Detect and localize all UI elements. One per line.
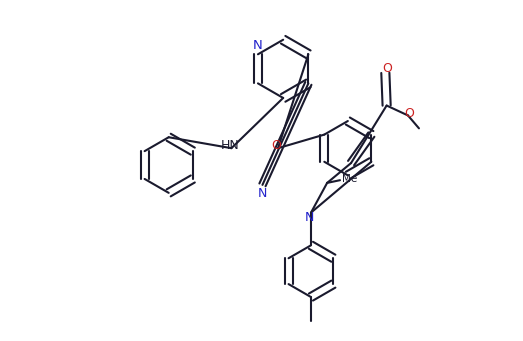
Text: N: N — [253, 39, 263, 52]
Text: N: N — [258, 187, 267, 200]
Text: HN: HN — [220, 139, 239, 152]
Text: O: O — [404, 107, 414, 120]
Text: N: N — [304, 211, 314, 224]
Text: O: O — [271, 139, 281, 152]
Text: Me: Me — [342, 174, 357, 183]
Text: O: O — [382, 62, 392, 75]
